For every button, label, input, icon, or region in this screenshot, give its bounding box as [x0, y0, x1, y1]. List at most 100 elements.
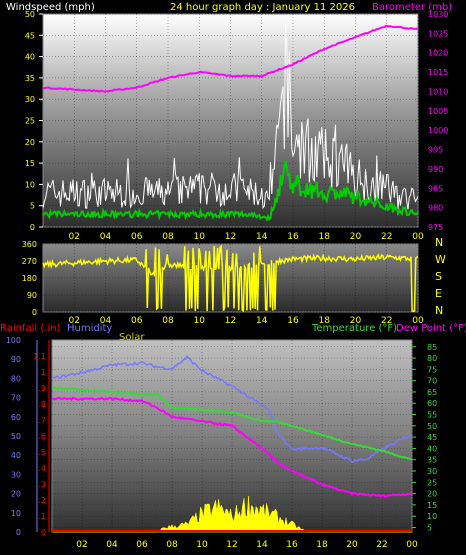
- direction-label-n: N: [435, 236, 443, 249]
- direction-x-tick: 10: [194, 316, 206, 326]
- direction-x-tick: 16: [287, 316, 299, 326]
- temperature-y-tick: 40: [427, 444, 437, 453]
- direction-x-tick: 12: [225, 316, 236, 326]
- temperature-y-tick: 20: [427, 490, 437, 499]
- rain-y-axis: 0 .1 .2 .3 .4 .5 .6 .7 .8 .9 1 1.1: [33, 352, 46, 537]
- temperature-y-tick: 10: [427, 512, 437, 521]
- wind-direction-line: [42, 244, 419, 313]
- temperature-series: [51, 354, 413, 533]
- humidity-y-tick: 90: [11, 355, 21, 364]
- direction-y-tick: 180: [22, 274, 37, 283]
- direction-x-tick: 06: [131, 316, 143, 326]
- humidity-y-tick: 80: [11, 374, 21, 383]
- direction-x-tick: 02: [69, 316, 80, 326]
- wind-y-tick: 35: [25, 74, 35, 83]
- humidity-y-axis: 0 10 20 30 40 50 60 70 80 90 100: [6, 336, 21, 537]
- wind-x-tick: 14: [256, 232, 268, 242]
- direction-x-tick: 18: [319, 316, 331, 326]
- temperature-y-tick: 35: [427, 456, 437, 465]
- temperature-y-tick: 50: [427, 422, 437, 431]
- barometer-y-tick: 1015: [428, 68, 448, 77]
- temperature-axis-title: Temperature (°F): [311, 323, 397, 334]
- direction-x-tick: 22: [381, 316, 392, 326]
- direction-x-tick: 00: [412, 316, 424, 326]
- wind-x-tick: 22: [381, 232, 392, 242]
- dewpoint-axis-title: Dew Point (°F): [396, 323, 466, 334]
- solar-axis-title: Solar: [119, 332, 145, 343]
- barometer-y-tick: 1005: [428, 107, 448, 116]
- wind-x-tick: 08: [162, 232, 174, 242]
- direction-x-tick: 08: [162, 316, 174, 326]
- wind-x-tick: 02: [69, 232, 80, 242]
- temperature-y-tick: 25: [427, 478, 437, 487]
- humidity-y-tick: 30: [11, 470, 21, 479]
- humidity-y-tick: 70: [11, 394, 21, 403]
- humidity-y-tick: 100: [6, 336, 21, 345]
- wind-x-tick: 00: [412, 232, 424, 242]
- rain-y-tick: .4: [38, 464, 46, 473]
- barometer-y-tick: 980: [428, 204, 443, 213]
- temperature-x-tick: 20: [346, 540, 358, 550]
- graph-title: 24 hour graph day : January 11 2026: [170, 2, 355, 13]
- wind-axis-title: Windspeed (mph): [6, 2, 95, 13]
- temperature-x-tick: 06: [136, 540, 148, 550]
- temperature-x-axis: 02 04 06 08 10 12 14 16 18 20 22 00: [76, 540, 418, 550]
- direction-label-n2: N: [435, 304, 443, 317]
- rain-y-tick: .8: [38, 400, 46, 409]
- direction-series: [42, 244, 419, 313]
- wind-y-tick: 0: [30, 223, 35, 232]
- temperature-x-tick: 16: [286, 540, 298, 550]
- humidity-line: [51, 354, 413, 464]
- direction-x-tick: 14: [256, 316, 268, 326]
- wind-y-axis: 0 5 10 15 20 25 30 35 40 45 50: [25, 10, 35, 232]
- wind-x-tick: 16: [287, 232, 299, 242]
- barometer-y-tick: 975: [428, 223, 443, 232]
- barometer-y-tick: 1010: [428, 87, 448, 96]
- humidity-y-tick: 50: [11, 432, 21, 441]
- direction-label-e: E: [435, 287, 442, 300]
- barometer-line: [42, 24, 419, 93]
- temperature-humidity-panel: 0 .1 .2 .3 .4 .5 .6 .7 .8 .9 1 1.1 0 10 20 30 40 50 60 70 8…: [0, 323, 466, 550]
- wind-x-tick: 04: [100, 232, 112, 242]
- wind-y-tick: 50: [25, 10, 35, 19]
- direction-y-axis: 0 90 180 270 360: [22, 240, 37, 317]
- humidity-y-tick: 40: [11, 451, 21, 460]
- wind-y-tick: 25: [25, 117, 35, 126]
- wind-x-tick: 06: [131, 232, 143, 242]
- temperature-line: [51, 386, 413, 461]
- barometer-y-tick: 995: [428, 146, 443, 155]
- wind-y-tick: 45: [25, 31, 35, 40]
- wind-y-tick: 5: [30, 202, 35, 211]
- barometer-y-tick: 1030: [428, 10, 448, 19]
- barometer-axis-title: Barometer (mb): [372, 2, 452, 13]
- rain-y-tick: .5: [38, 448, 46, 457]
- wind-series: [42, 23, 419, 222]
- direction-y-tick: 270: [22, 257, 37, 266]
- direction-label-w: W: [435, 253, 446, 266]
- barometer-y-tick: 1020: [428, 49, 448, 58]
- wind-y-tick: 10: [25, 180, 35, 189]
- barometer-y-tick: 985: [428, 184, 443, 193]
- direction-y-tick: 0: [32, 308, 37, 317]
- wind-y-tick: 20: [25, 138, 35, 147]
- wind-grid: [39, 13, 419, 228]
- temperature-x-tick: 02: [76, 540, 87, 550]
- humidity-y-tick: 20: [11, 490, 21, 499]
- temperature-y-tick: 85: [427, 343, 437, 352]
- humidity-axis-title: Humidity: [67, 323, 112, 334]
- rain-axis-title: Rainfall (.in): [0, 323, 61, 334]
- barometer-y-tick: 1000: [428, 126, 448, 135]
- temperature-y-tick: 55: [427, 411, 437, 420]
- rain-y-tick: .1: [38, 512, 46, 521]
- direction-y-tick: 360: [22, 240, 37, 249]
- temperature-y-tick: 80: [427, 354, 437, 363]
- temperature-x-tick: 14: [256, 540, 268, 550]
- temperature-x-tick: 22: [376, 540, 387, 550]
- direction-x-tick: 20: [350, 316, 362, 326]
- humidity-y-tick: 0: [16, 528, 21, 537]
- temperature-y-tick: 65: [427, 388, 437, 397]
- temperature-y-tick: 70: [427, 377, 437, 386]
- rain-y-tick: .3: [38, 480, 46, 489]
